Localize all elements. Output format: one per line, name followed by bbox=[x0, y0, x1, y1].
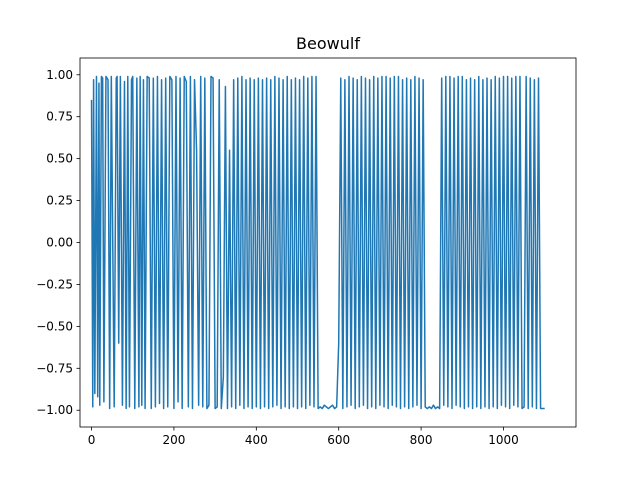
y-tick-label: −1.00 bbox=[36, 403, 73, 417]
y-tick-label: 0.00 bbox=[46, 236, 73, 250]
y-tick-label: 0.50 bbox=[46, 152, 73, 166]
y-tick-label: −0.75 bbox=[36, 361, 73, 375]
x-tick-label: 400 bbox=[245, 433, 268, 447]
chart-title: Beowulf bbox=[296, 34, 360, 53]
x-tick-label: 600 bbox=[327, 433, 350, 447]
x-tick-label: 800 bbox=[410, 433, 433, 447]
series-line-0 bbox=[90, 75, 545, 410]
y-tick-label: 0.75 bbox=[46, 110, 73, 124]
x-tick-label: 1000 bbox=[488, 433, 519, 447]
axes: 0 200 400 600 800 1000 1.00 0.75 0.50 0.25 0.00 −0.… bbox=[36, 57, 577, 447]
y-tick-label: −0.50 bbox=[36, 319, 73, 333]
y-tick-label: 0.25 bbox=[46, 194, 73, 208]
x-tick-label: 0 bbox=[88, 433, 96, 447]
y-tick-label: −0.25 bbox=[36, 277, 73, 291]
x-tick-label: 200 bbox=[162, 433, 185, 447]
plot-area bbox=[90, 75, 545, 410]
y-tick-label: 1.00 bbox=[46, 68, 73, 82]
